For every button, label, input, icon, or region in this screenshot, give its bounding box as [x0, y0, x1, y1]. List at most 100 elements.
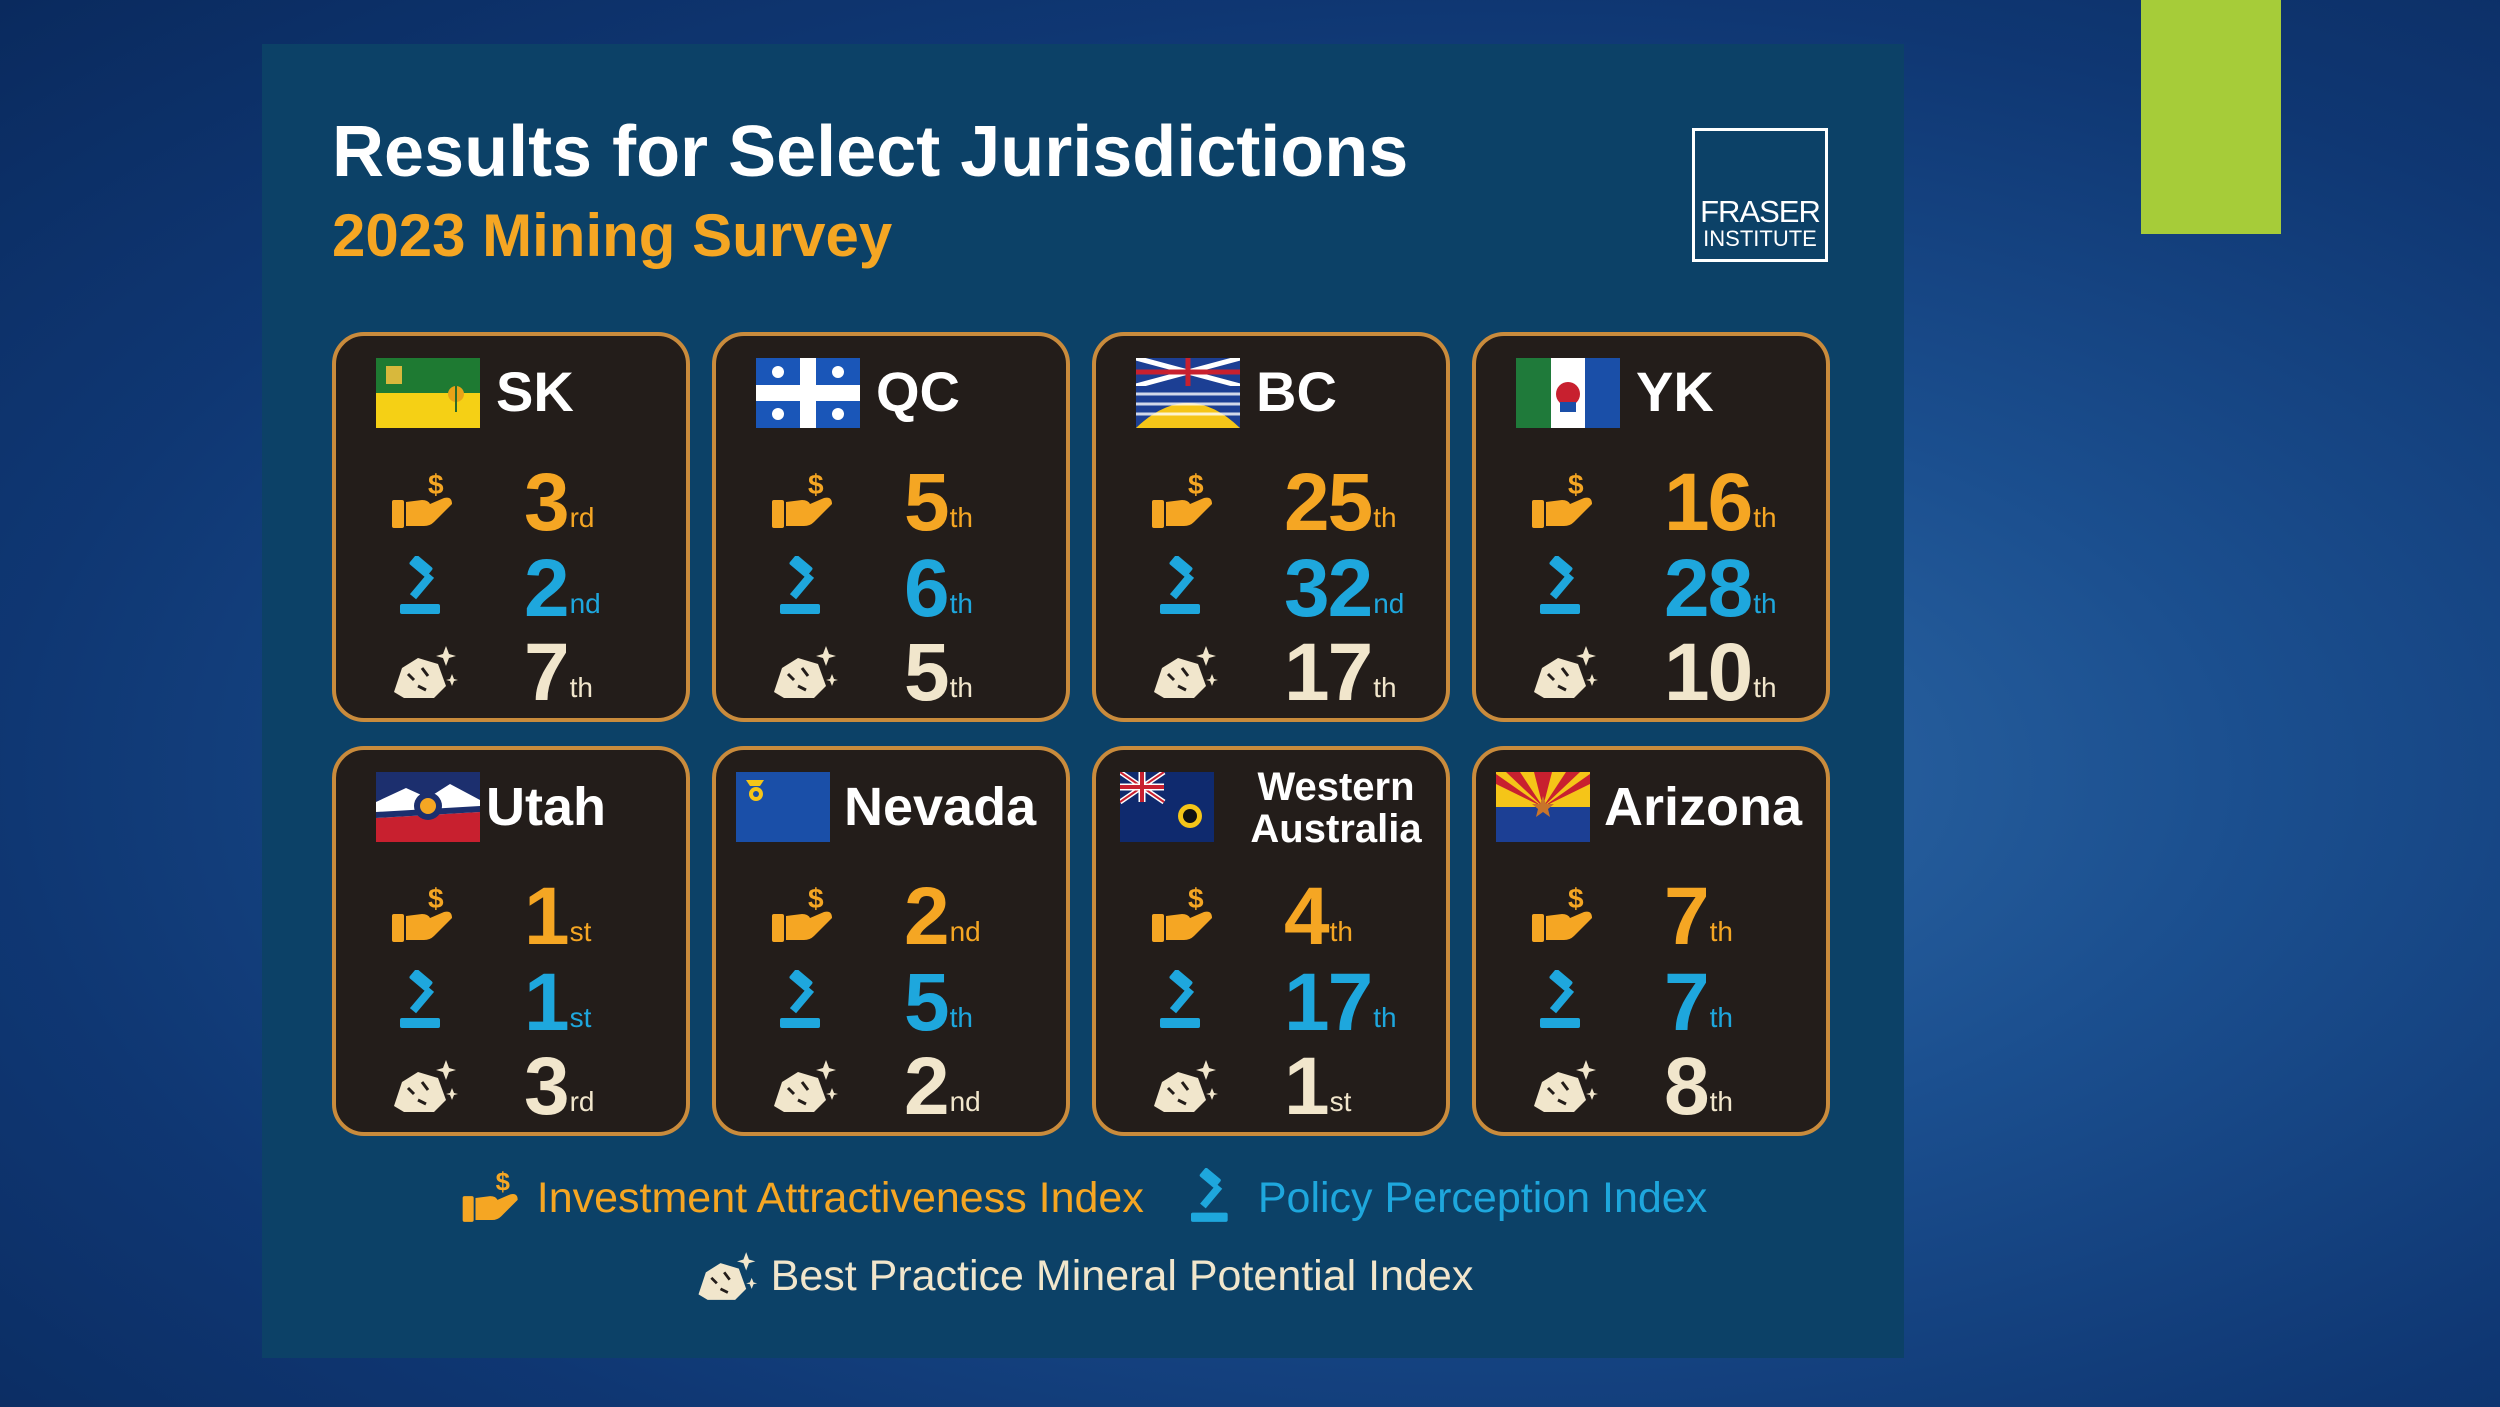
mineral-rank: 1 — [1284, 1041, 1330, 1133]
rock-sparkle-icon — [1148, 640, 1220, 704]
gavel-icon — [388, 970, 460, 1034]
page-subtitle: 2023 Mining Survey — [332, 202, 893, 269]
policy-rank: 5 — [904, 957, 950, 1049]
jurisdiction-name: Utah — [486, 777, 606, 837]
rock-sparkle-icon — [768, 640, 840, 704]
mineral-rank: 17 — [1284, 627, 1373, 719]
hand-dollar-icon — [768, 884, 840, 948]
logo-line1: FRASER — [1700, 193, 1821, 229]
legend-policy: Policy Perception Index — [1180, 1168, 1707, 1228]
jurisdiction-name: Arizona — [1604, 777, 1803, 837]
gavel-icon — [1528, 970, 1600, 1034]
investment-suffix: nd — [949, 916, 981, 947]
mineral-rank: 7 — [524, 627, 570, 719]
gavel-icon — [388, 556, 460, 620]
investment-suffix: th — [1329, 916, 1353, 947]
jurisdiction-name: BC — [1256, 360, 1337, 423]
hand-dollar-icon — [1528, 884, 1600, 948]
investment-suffix: rd — [569, 502, 595, 533]
logo-line2: INSTITUTE — [1703, 225, 1817, 251]
investment-rank: 3 — [524, 457, 570, 549]
policy-suffix: th — [949, 588, 973, 619]
policy-suffix: nd — [1373, 588, 1405, 619]
hand-dollar-icon — [388, 470, 460, 534]
policy-suffix: th — [1753, 588, 1777, 619]
investment-suffix: th — [949, 502, 973, 533]
investment-suffix: th — [1373, 502, 1397, 533]
rock-sparkle-icon — [388, 1054, 460, 1118]
legend-row-1: Investment Attractiveness Index Policy P… — [262, 1168, 1904, 1228]
jurisdiction-name-line2: Australia — [1250, 807, 1422, 851]
rock-sparkle-icon — [768, 1054, 840, 1118]
rock-sparkle-icon — [693, 1246, 759, 1306]
british-columbia-flag-icon — [1136, 358, 1240, 428]
gavel-icon — [768, 556, 840, 620]
policy-rank: 2 — [524, 543, 570, 635]
infographic-panel: Results for Select Jurisdictions 2023 Mi… — [262, 44, 1904, 1358]
investment-rank: 2 — [904, 871, 950, 963]
policy-rank: 1 — [524, 957, 570, 1049]
hand-dollar-icon — [1148, 470, 1220, 534]
arizona-flag-icon — [1496, 772, 1590, 842]
investment-suffix: st — [569, 916, 592, 947]
mineral-suffix: th — [1373, 672, 1397, 703]
gavel-icon — [1148, 556, 1220, 620]
mineral-rank: 3 — [524, 1041, 570, 1133]
nevada-flag-icon — [736, 772, 830, 842]
gavel-icon — [1528, 556, 1600, 620]
accent-bar — [2141, 0, 2281, 234]
mineral-rank: 10 — [1664, 627, 1753, 719]
mineral-rank: 8 — [1664, 1041, 1710, 1133]
mineral-suffix: nd — [949, 1086, 981, 1117]
legend-mineral: Best Practice Mineral Potential Index — [693, 1246, 1474, 1306]
policy-rank: 32 — [1284, 543, 1373, 635]
policy-suffix: th — [949, 1002, 973, 1033]
jurisdiction-name: YK — [1636, 360, 1714, 423]
mineral-suffix: st — [1329, 1086, 1352, 1117]
mineral-suffix: th — [569, 672, 593, 703]
investment-rank: 1 — [524, 871, 570, 963]
jurisdiction-name: QC — [876, 360, 960, 423]
jurisdiction-name: SK — [496, 360, 574, 423]
hand-dollar-icon — [459, 1168, 525, 1228]
gavel-icon — [1148, 970, 1220, 1034]
jurisdiction-name-line1: Western — [1257, 765, 1415, 809]
policy-suffix: th — [1709, 1002, 1733, 1033]
mineral-suffix: th — [949, 672, 973, 703]
policy-suffix: nd — [569, 588, 601, 619]
hand-dollar-icon — [388, 884, 460, 948]
policy-suffix: st — [569, 1002, 592, 1033]
legend-policy-label: Policy Perception Index — [1257, 1173, 1708, 1222]
mineral-rank: 2 — [904, 1041, 950, 1133]
investment-rank: 5 — [904, 457, 950, 549]
hand-dollar-icon — [1528, 470, 1600, 534]
policy-rank: 7 — [1664, 957, 1710, 1049]
page-title: Results for Select Jurisdictions — [332, 112, 1409, 192]
yukon-flag-icon — [1516, 358, 1620, 428]
legend-investment-label: Investment Attractiveness Index — [536, 1173, 1144, 1222]
legend-mineral-label: Best Practice Mineral Potential Index — [770, 1251, 1474, 1300]
mineral-suffix: th — [1709, 1086, 1733, 1117]
legend-investment: Investment Attractiveness Index — [459, 1168, 1144, 1228]
